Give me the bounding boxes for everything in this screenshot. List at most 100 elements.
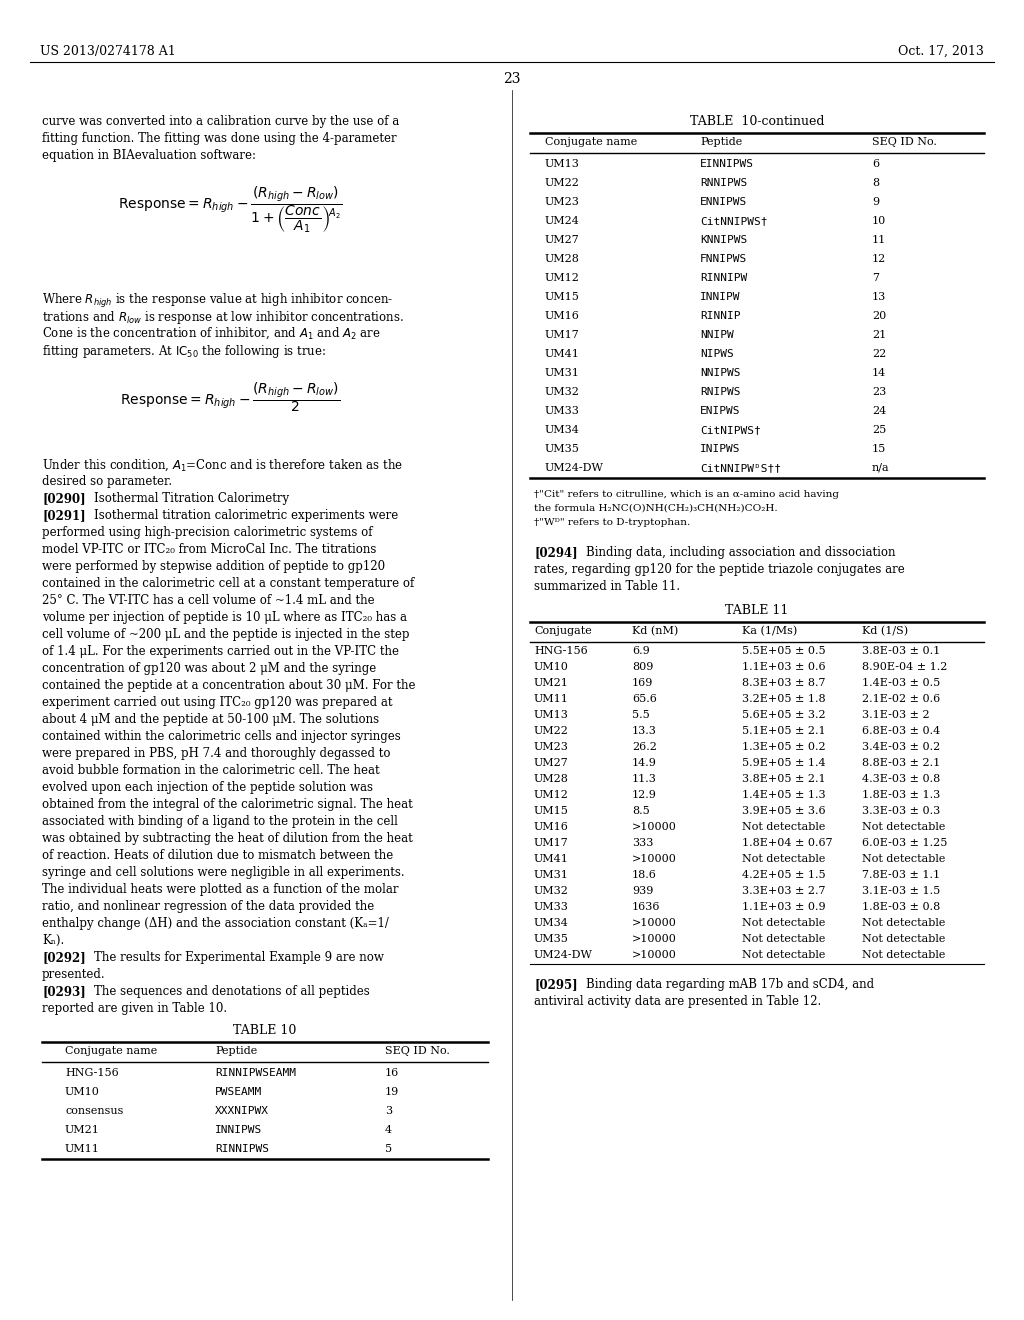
Text: Not detectable: Not detectable bbox=[862, 822, 945, 832]
Text: UM12: UM12 bbox=[534, 789, 569, 800]
Text: Kd (1/S): Kd (1/S) bbox=[862, 626, 908, 636]
Text: 1.4E+05 ± 1.3: 1.4E+05 ± 1.3 bbox=[742, 789, 825, 800]
Text: UM10: UM10 bbox=[534, 663, 569, 672]
Text: Where $R_{high}$ is the response value at high inhibitor concen-: Where $R_{high}$ is the response value a… bbox=[42, 292, 393, 310]
Text: UM13: UM13 bbox=[534, 710, 569, 719]
Text: Conjugate name: Conjugate name bbox=[65, 1045, 158, 1056]
Text: RNNIPWS: RNNIPWS bbox=[700, 178, 748, 187]
Text: 6.8E-03 ± 0.4: 6.8E-03 ± 0.4 bbox=[862, 726, 940, 737]
Text: Ka (1/Ms): Ka (1/Ms) bbox=[742, 626, 798, 636]
Text: 8.5: 8.5 bbox=[632, 807, 650, 816]
Text: UM22: UM22 bbox=[545, 178, 580, 187]
Text: UM41: UM41 bbox=[545, 348, 580, 359]
Text: [0295]: [0295] bbox=[534, 978, 578, 991]
Text: contained within the calorimetric cells and injector syringes: contained within the calorimetric cells … bbox=[42, 730, 400, 743]
Text: 8.8E-03 ± 2.1: 8.8E-03 ± 2.1 bbox=[862, 758, 940, 768]
Text: 14: 14 bbox=[872, 368, 886, 378]
Text: UM17: UM17 bbox=[545, 330, 580, 341]
Text: fitting parameters. At $\mathrm{IC}_{50}$ the following is true:: fitting parameters. At $\mathrm{IC}_{50}… bbox=[42, 343, 327, 360]
Text: the formula H₂NC(O)NH(CH₂)₃CH(NH₂)CO₂H.: the formula H₂NC(O)NH(CH₂)₃CH(NH₂)CO₂H. bbox=[534, 504, 777, 513]
Text: 25° C. The VT-ITC has a cell volume of ~1.4 mL and the: 25° C. The VT-ITC has a cell volume of ~… bbox=[42, 594, 375, 607]
Text: 5.5E+05 ± 0.5: 5.5E+05 ± 0.5 bbox=[742, 645, 825, 656]
Text: 5.6E+05 ± 3.2: 5.6E+05 ± 3.2 bbox=[742, 710, 825, 719]
Text: 18.6: 18.6 bbox=[632, 870, 656, 880]
Text: Not detectable: Not detectable bbox=[862, 917, 945, 928]
Text: 3.3E-03 ± 0.3: 3.3E-03 ± 0.3 bbox=[862, 807, 940, 816]
Text: experiment carried out using ITC₂₀ gp120 was prepared at: experiment carried out using ITC₂₀ gp120… bbox=[42, 696, 392, 709]
Text: UM32: UM32 bbox=[545, 387, 580, 397]
Text: †"Wᴰ" refers to D-tryptophan.: †"Wᴰ" refers to D-tryptophan. bbox=[534, 517, 690, 527]
Text: UM21: UM21 bbox=[65, 1125, 100, 1135]
Text: 15: 15 bbox=[872, 444, 886, 454]
Text: Not detectable: Not detectable bbox=[742, 854, 825, 865]
Text: Isothermal titration calorimetric experiments were: Isothermal titration calorimetric experi… bbox=[94, 510, 398, 521]
Text: >10000: >10000 bbox=[632, 854, 677, 865]
Text: [0294]: [0294] bbox=[534, 546, 578, 558]
Text: consensus: consensus bbox=[65, 1106, 123, 1115]
Text: HNG-156: HNG-156 bbox=[65, 1068, 119, 1078]
Text: ratio, and nonlinear regression of the data provided the: ratio, and nonlinear regression of the d… bbox=[42, 900, 374, 913]
Text: was obtained by subtracting the heat of dilution from the heat: was obtained by subtracting the heat of … bbox=[42, 832, 413, 845]
Text: 1636: 1636 bbox=[632, 902, 660, 912]
Text: Not detectable: Not detectable bbox=[742, 917, 825, 928]
Text: UM11: UM11 bbox=[534, 694, 569, 704]
Text: UM11: UM11 bbox=[65, 1144, 100, 1154]
Text: UM21: UM21 bbox=[534, 678, 569, 688]
Text: 16: 16 bbox=[385, 1068, 399, 1078]
Text: 809: 809 bbox=[632, 663, 653, 672]
Text: volume per injection of peptide is 10 μL where as ITC₂₀ has a: volume per injection of peptide is 10 μL… bbox=[42, 611, 407, 624]
Text: 23: 23 bbox=[872, 387, 886, 397]
Text: TABLE 11: TABLE 11 bbox=[725, 605, 788, 616]
Text: RNIPWS: RNIPWS bbox=[700, 387, 740, 397]
Text: [0293]: [0293] bbox=[42, 985, 86, 998]
Text: The individual heats were plotted as a function of the molar: The individual heats were plotted as a f… bbox=[42, 883, 398, 896]
Text: 3.8E+05 ± 2.1: 3.8E+05 ± 2.1 bbox=[742, 774, 825, 784]
Text: 2.1E-02 ± 0.6: 2.1E-02 ± 0.6 bbox=[862, 694, 940, 704]
Text: 19: 19 bbox=[385, 1086, 399, 1097]
Text: ENNIPWS: ENNIPWS bbox=[700, 197, 748, 207]
Text: Not detectable: Not detectable bbox=[862, 854, 945, 865]
Text: 1.3E+05 ± 0.2: 1.3E+05 ± 0.2 bbox=[742, 742, 825, 752]
Text: NNIPWS: NNIPWS bbox=[700, 368, 740, 378]
Text: US 2013/0274178 A1: US 2013/0274178 A1 bbox=[40, 45, 176, 58]
Text: UM15: UM15 bbox=[545, 292, 580, 302]
Text: Not detectable: Not detectable bbox=[742, 950, 825, 960]
Text: n/a: n/a bbox=[872, 463, 890, 473]
Text: 4: 4 bbox=[385, 1125, 392, 1135]
Text: presented.: presented. bbox=[42, 968, 105, 981]
Text: 1.8E-03 ± 0.8: 1.8E-03 ± 0.8 bbox=[862, 902, 940, 912]
Text: reported are given in Table 10.: reported are given in Table 10. bbox=[42, 1002, 227, 1015]
Text: 12: 12 bbox=[872, 253, 886, 264]
Text: 5.5: 5.5 bbox=[632, 710, 650, 719]
Text: of 1.4 μL. For the experiments carried out in the VP-ITC the: of 1.4 μL. For the experiments carried o… bbox=[42, 645, 399, 657]
Text: >10000: >10000 bbox=[632, 917, 677, 928]
Text: contained the peptide at a concentration about 30 μM. For the: contained the peptide at a concentration… bbox=[42, 678, 416, 692]
Text: performed using high-precision calorimetric systems of: performed using high-precision calorimet… bbox=[42, 525, 373, 539]
Text: RINNIP: RINNIP bbox=[700, 312, 740, 321]
Text: summarized in Table 11.: summarized in Table 11. bbox=[534, 579, 680, 593]
Text: [0290]: [0290] bbox=[42, 492, 86, 506]
Text: 4.2E+05 ± 1.5: 4.2E+05 ± 1.5 bbox=[742, 870, 825, 880]
Text: 1.8E-03 ± 1.3: 1.8E-03 ± 1.3 bbox=[862, 789, 940, 800]
Text: 1.1E+03 ± 0.9: 1.1E+03 ± 0.9 bbox=[742, 902, 825, 912]
Text: 5.9E+05 ± 1.4: 5.9E+05 ± 1.4 bbox=[742, 758, 825, 768]
Text: 11: 11 bbox=[872, 235, 886, 246]
Text: RINNIPWSEAMM: RINNIPWSEAMM bbox=[215, 1068, 296, 1078]
Text: syringe and cell solutions were negligible in all experiments.: syringe and cell solutions were negligib… bbox=[42, 866, 404, 879]
Text: UM23: UM23 bbox=[534, 742, 569, 752]
Text: NIPWS: NIPWS bbox=[700, 348, 734, 359]
Text: Oct. 17, 2013: Oct. 17, 2013 bbox=[898, 45, 984, 58]
Text: RINNIPW: RINNIPW bbox=[700, 273, 748, 282]
Text: Kₙ).: Kₙ). bbox=[42, 935, 65, 946]
Text: KNNIPWS: KNNIPWS bbox=[700, 235, 748, 246]
Text: were performed by stepwise addition of peptide to gp120: were performed by stepwise addition of p… bbox=[42, 560, 385, 573]
Text: [0291]: [0291] bbox=[42, 510, 86, 521]
Text: UM22: UM22 bbox=[534, 726, 569, 737]
Text: 7.8E-03 ± 1.1: 7.8E-03 ± 1.1 bbox=[862, 870, 940, 880]
Text: UM35: UM35 bbox=[534, 935, 569, 944]
Text: 21: 21 bbox=[872, 330, 886, 341]
Text: CitNIPWS†: CitNIPWS† bbox=[700, 425, 761, 436]
Text: UM33: UM33 bbox=[534, 902, 569, 912]
Text: 14.9: 14.9 bbox=[632, 758, 656, 768]
Text: UM28: UM28 bbox=[545, 253, 580, 264]
